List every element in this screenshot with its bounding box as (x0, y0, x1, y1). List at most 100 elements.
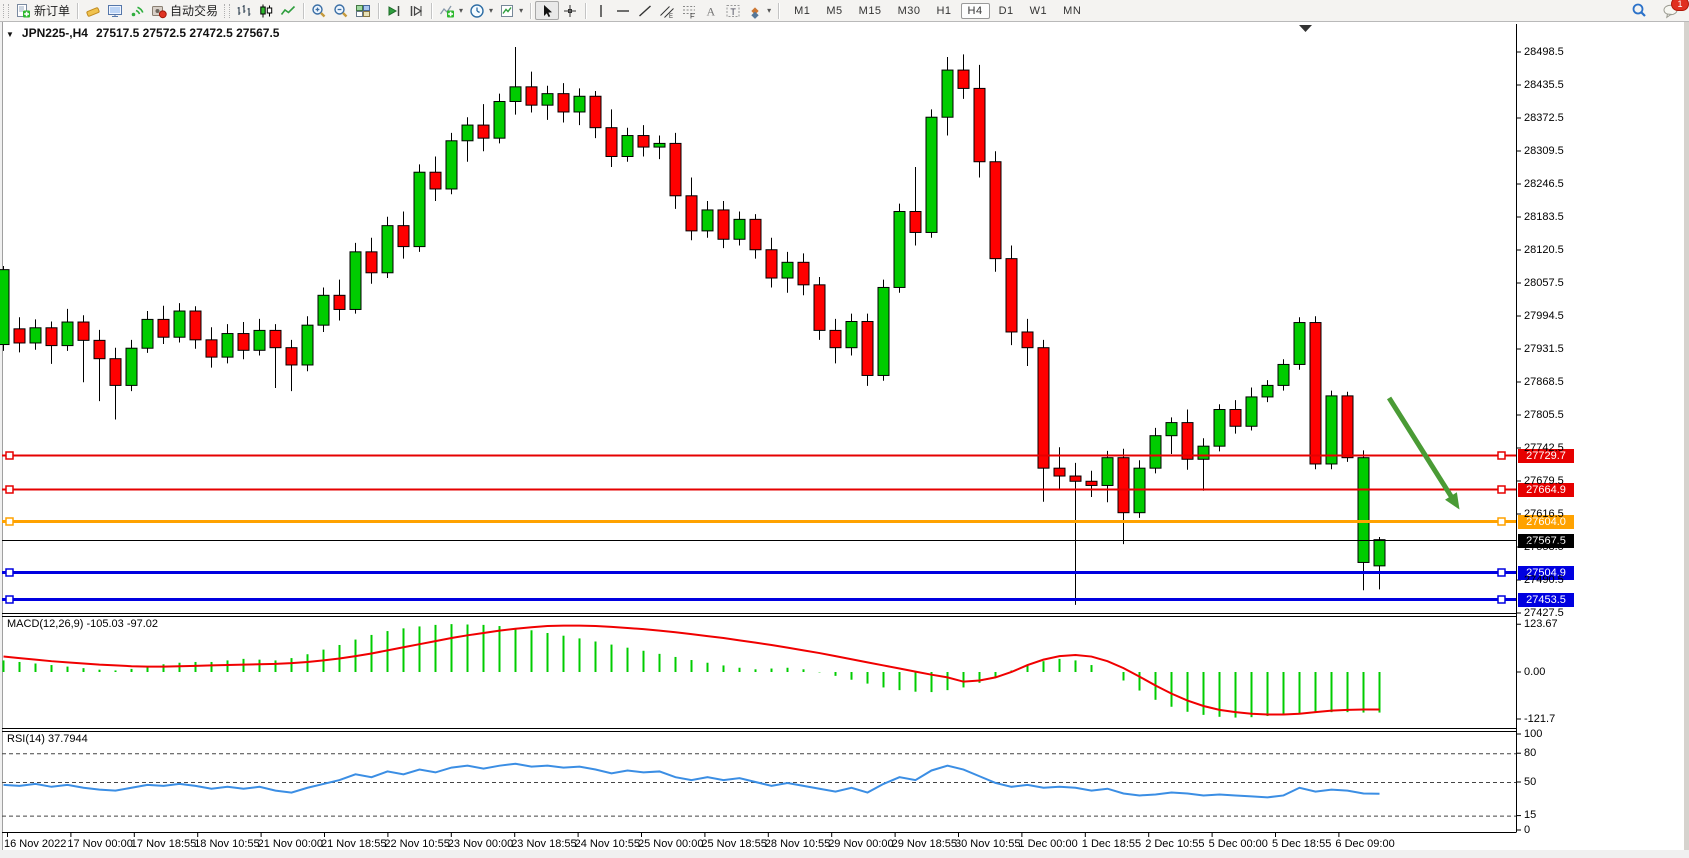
toolbar-separator (378, 2, 380, 19)
signal-icon (131, 5, 144, 16)
timeframe-h4-button[interactable]: H4 (960, 2, 990, 19)
vertical-line-tool-button[interactable] (590, 1, 612, 20)
tile-windows-icon (356, 4, 371, 17)
chart-shift-button[interactable] (405, 1, 427, 20)
equidistant-channel-icon: E (660, 5, 674, 19)
rsi-line (3, 762, 1380, 799)
auto-scroll-icon (388, 5, 400, 16)
chart-ohlc-quote: 27517.5 27572.5 27472.5 27567.5 (95, 26, 280, 40)
chart-symbol-period: JPN225-,H4 (21, 26, 88, 40)
arrow-annotation[interactable] (1386, 396, 1460, 510)
toolbar-right-group: 1 (1628, 0, 1689, 21)
toolbar-separator (77, 2, 79, 19)
text-icon: A (707, 4, 716, 18)
hline-27664.9[interactable] (2, 485, 1516, 494)
search-button[interactable] (1628, 1, 1651, 20)
timeframe-m1-button[interactable]: M1 (794, 4, 811, 17)
hline-27729.7[interactable] (2, 451, 1516, 460)
svg-text:E: E (669, 14, 673, 19)
data-window-button[interactable] (104, 1, 126, 20)
indicators-caret-icon[interactable]: ▾ (459, 6, 464, 15)
toolbar-grip (224, 3, 231, 18)
new-order-icon (17, 3, 30, 17)
clock-icon (470, 3, 484, 18)
data-window-icon (108, 4, 123, 17)
market-watch-icon (86, 6, 100, 17)
notifications-button[interactable]: 1 (1659, 0, 1689, 20)
channel-tool-button[interactable]: E (656, 1, 678, 20)
auto-scroll-button[interactable] (383, 1, 405, 20)
candlestick-chart-icon (260, 4, 273, 17)
bar-chart-button[interactable] (233, 1, 255, 20)
text-label-tool-button[interactable]: T (722, 1, 744, 20)
candlestick-chart-button[interactable] (255, 1, 277, 20)
svg-text:A: A (707, 4, 716, 18)
rsi-indicator-label: RSI(14) 37.7944 (7, 733, 88, 745)
templates-caret-icon[interactable]: ▾ (519, 6, 524, 15)
crosshair-tool-button[interactable] (559, 1, 581, 20)
macd-signal-line (3, 624, 1380, 716)
timeframe-mn-button[interactable]: MN (1063, 4, 1082, 17)
new-order-button[interactable]: 新订单 (12, 1, 73, 20)
vertical-line-icon (600, 4, 602, 17)
timeframe-d1-button[interactable]: D1 (998, 4, 1014, 17)
timeframe-w1-button[interactable]: W1 (1029, 4, 1048, 17)
templates-button[interactable]: ▾ (496, 1, 526, 20)
cursor-icon (544, 4, 553, 17)
autotrading-label: 自动交易 (170, 4, 219, 18)
chart-title-overlay: ▼ JPN225-,H4 27517.5 27572.5 27472.5 275… (6, 26, 279, 40)
svg-text:F: F (690, 11, 695, 19)
cursor-tool-button[interactable] (535, 1, 560, 20)
timeframe-m5-button[interactable]: M5 (826, 4, 843, 17)
market-watch-button[interactable] (82, 1, 104, 20)
arrows-tool-button[interactable]: ▾ (744, 1, 774, 20)
timeframe-toolbar: M1 M5 M15 M30 H1 H4 D1 W1 MN (787, 2, 1088, 19)
signal-button[interactable] (126, 1, 148, 20)
trendline-tool-button[interactable] (634, 1, 656, 20)
timeframe-m15-button[interactable]: M15 (858, 4, 882, 17)
indicators-button[interactable]: ▾ (436, 1, 466, 20)
toolbar: 新订单 自动交易 (0, 0, 1689, 22)
hline-27604.0[interactable] (2, 517, 1516, 526)
macd-indicator-label: MACD(12,26,9) -105.03 -97.02 (7, 618, 159, 630)
notification-badge: 1 (1671, 0, 1689, 11)
text-tool-button[interactable]: A (700, 1, 722, 20)
arrows-icon (751, 6, 759, 19)
periods-caret-icon[interactable]: ▾ (489, 6, 494, 15)
horizontal-line-tool-button[interactable] (612, 1, 634, 20)
line-chart-button[interactable] (277, 1, 299, 20)
text-label-icon: T (726, 4, 740, 17)
hline-27453.5[interactable] (2, 595, 1516, 604)
toolbar-separator (303, 2, 305, 19)
toolbar-separator (431, 2, 433, 19)
zoom-out-icon (334, 3, 348, 17)
svg-text:T: T (730, 6, 736, 16)
chart-menu-icon[interactable]: ▼ (6, 30, 14, 39)
autotrading-button[interactable]: 自动交易 (148, 1, 221, 20)
chart-shift-marker-icon[interactable] (1299, 25, 1312, 32)
candlesticks (0, 47, 1386, 605)
zoom-in-icon (312, 3, 326, 17)
zoom-out-button[interactable] (330, 1, 352, 20)
fibonacci-tool-button[interactable]: F (678, 1, 700, 20)
arrows-caret-icon[interactable]: ▾ (767, 6, 772, 15)
toolbar-grip (3, 3, 9, 18)
timeframe-h1-button[interactable]: H1 (936, 4, 952, 17)
hline-27504.9[interactable] (2, 568, 1516, 577)
line-chart-icon (280, 5, 296, 15)
bar-chart-icon (237, 4, 251, 16)
trendline-icon (639, 4, 652, 17)
toolbar-separator (778, 2, 780, 19)
search-icon (1632, 3, 1646, 17)
templates-icon (501, 4, 514, 17)
tile-windows-button[interactable] (352, 1, 374, 20)
crosshair-icon (564, 4, 577, 17)
zoom-in-button[interactable] (308, 1, 330, 20)
periods-button[interactable]: ▾ (466, 1, 496, 20)
autotrading-icon (152, 5, 167, 18)
macd-histogram (2, 624, 1381, 718)
timeframe-m30-button[interactable]: M30 (897, 4, 921, 17)
fibonacci-icon: F (683, 5, 696, 19)
